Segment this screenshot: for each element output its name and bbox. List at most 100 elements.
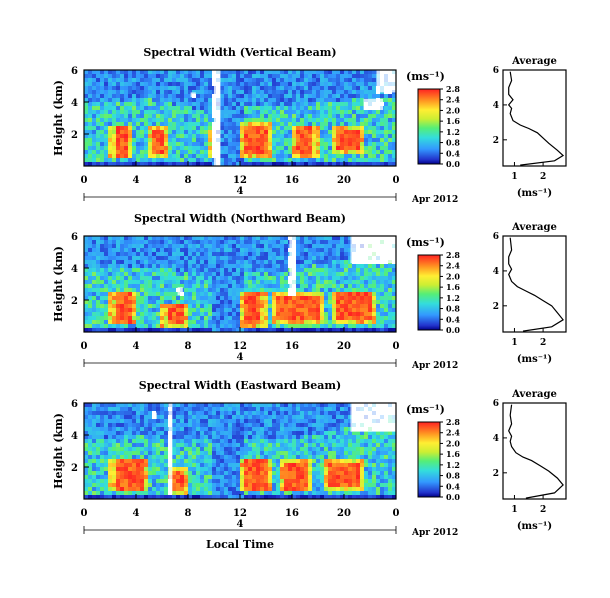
heatmap-cell <box>116 146 120 150</box>
heatmap-cell <box>232 86 236 90</box>
heatmap-cell <box>184 419 188 423</box>
x-tick-label: 20 <box>337 175 351 186</box>
heatmap-cell <box>104 320 108 324</box>
heatmap-cell <box>160 423 164 427</box>
heatmap-cell <box>332 82 336 86</box>
heatmap-cell <box>224 70 228 74</box>
heatmap-cell <box>120 252 124 256</box>
heatmap-cell <box>368 90 372 94</box>
heatmap-cell <box>132 252 136 256</box>
heatmap-cell <box>296 158 300 162</box>
heatmap-cell <box>304 82 308 86</box>
heatmap-cell <box>392 328 396 332</box>
heatmap-cell <box>172 276 176 280</box>
heatmap-cell <box>320 110 324 114</box>
heatmap-cell <box>264 240 268 244</box>
heatmap-cell <box>292 423 296 427</box>
heatmap-cell <box>300 264 304 268</box>
heatmap-cell <box>136 487 140 491</box>
heatmap-cell <box>128 248 132 252</box>
heatmap-cell <box>92 154 96 158</box>
heatmap-cell <box>292 471 296 475</box>
heatmap-cell <box>140 106 144 110</box>
heatmap-cell <box>244 236 248 240</box>
heatmap-cell <box>160 98 164 102</box>
heatmap-cell <box>128 268 132 272</box>
heatmap-cell <box>184 411 188 415</box>
heatmap-cell <box>320 296 324 300</box>
heatmap-cell <box>100 94 104 98</box>
heatmap-cell <box>192 483 196 487</box>
heatmap-cell <box>224 308 228 312</box>
heatmap-cell <box>236 324 240 328</box>
heatmap-cell <box>168 296 172 300</box>
heatmap-cell <box>200 427 204 431</box>
heatmap-cell <box>348 98 352 102</box>
heatmap-cell <box>264 403 268 407</box>
average-y-tick-label: 6 <box>493 66 499 76</box>
heatmap-cell <box>120 118 124 122</box>
heatmap-cell <box>384 324 388 328</box>
heatmap-cell <box>128 443 132 447</box>
heatmap-cell <box>252 407 256 411</box>
heatmap-cell <box>284 252 288 256</box>
heatmap-cell <box>88 138 92 142</box>
heatmap-cell <box>380 308 384 312</box>
heatmap-cell <box>276 483 280 487</box>
heatmap-cell <box>256 74 260 78</box>
heatmap-cell <box>216 308 220 312</box>
heatmap-cell <box>92 268 96 272</box>
heatmap-cell <box>272 114 276 118</box>
heatmap-cell <box>296 459 300 463</box>
heatmap-cell <box>316 82 320 86</box>
heatmap-cell <box>196 451 200 455</box>
heatmap-cell <box>232 427 236 431</box>
heatmap-cell <box>296 427 300 431</box>
heatmap-cell <box>316 256 320 260</box>
heatmap-cell <box>292 459 296 463</box>
heatmap-cell <box>336 328 340 332</box>
heatmap-cell <box>212 427 216 431</box>
heatmap-cell <box>144 240 148 244</box>
heatmap-cell <box>92 252 96 256</box>
heatmap-cell <box>224 427 228 431</box>
heatmap-cell <box>272 324 276 328</box>
heatmap-cell <box>336 320 340 324</box>
heatmap-cell <box>292 118 296 122</box>
heatmap-cell <box>384 114 388 118</box>
heatmap-cell <box>192 138 196 142</box>
heatmap-cell <box>308 94 312 98</box>
heatmap-cell <box>124 296 128 300</box>
heatmap-cell <box>344 316 348 320</box>
heatmap-cell <box>328 320 332 324</box>
colorbar-tick-label: 0.0 <box>446 325 460 335</box>
heatmap-cell <box>324 98 328 102</box>
heatmap-cell <box>296 268 300 272</box>
heatmap-cell <box>200 150 204 154</box>
heatmap-cell <box>272 455 276 459</box>
heatmap-cell <box>176 403 180 407</box>
heatmap-cell <box>180 142 184 146</box>
heatmap-cell <box>284 475 288 479</box>
heatmap-cell <box>316 312 320 316</box>
heatmap-cell <box>316 260 320 264</box>
heatmap-cell <box>284 130 288 134</box>
heatmap-cell <box>112 324 116 328</box>
heatmap-cell <box>176 264 180 268</box>
heatmap-cell <box>232 316 236 320</box>
heatmap-cell <box>212 459 216 463</box>
heatmap-cell <box>380 284 384 288</box>
heatmap-cell <box>236 296 240 300</box>
heatmap-cell <box>312 284 316 288</box>
heatmap-cell <box>124 138 128 142</box>
heatmap-cell <box>308 240 312 244</box>
heatmap-cell <box>148 252 152 256</box>
heatmap-cell <box>288 126 292 130</box>
heatmap-cell <box>100 411 104 415</box>
heatmap-cell <box>104 110 108 114</box>
heatmap-cell <box>252 98 256 102</box>
heatmap-cell <box>124 146 128 150</box>
heatmap-cell <box>356 316 360 320</box>
heatmap-cell <box>116 248 120 252</box>
heatmap-cell <box>128 320 132 324</box>
